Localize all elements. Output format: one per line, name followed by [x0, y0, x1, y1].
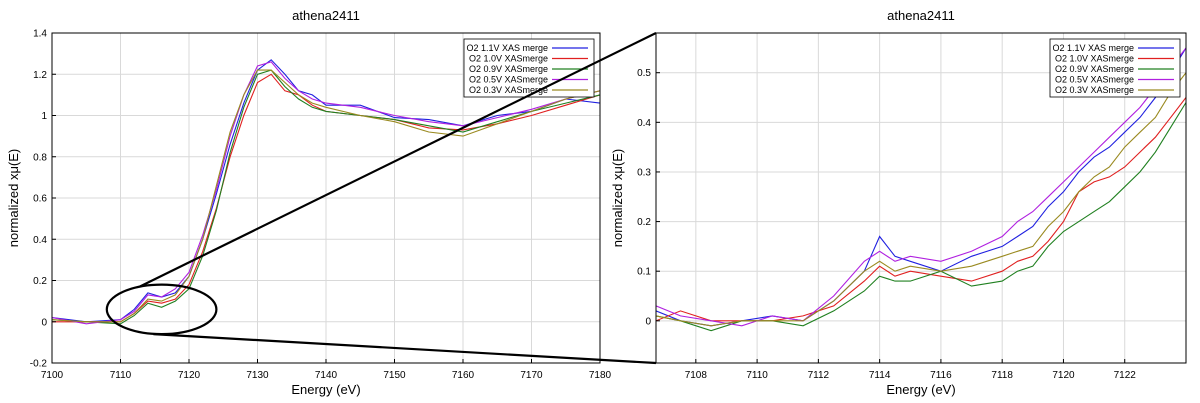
legend-box [1049, 38, 1181, 98]
zoom-connector-top [139, 32, 657, 288]
x-tick-label: 7114 [869, 370, 891, 381]
zoom-connector-bottom [153, 333, 657, 365]
y-tick-label: 0.1 [637, 267, 651, 278]
legend-label: O2 1.1V XAS merge [466, 43, 548, 53]
series-line-3 [656, 47, 1186, 327]
x-tick-label: 7160 [452, 370, 475, 381]
series-line-3 [52, 61, 600, 325]
y-tick-label: 0.2 [33, 276, 47, 287]
x-tick-label: 7118 [991, 370, 1013, 381]
y-tick-label: 1 [41, 111, 47, 122]
legend-label: O2 1.0V XASmerge [469, 54, 548, 64]
x-tick-label: 7122 [1114, 370, 1137, 381]
series-line-1 [656, 97, 1186, 322]
y-tick-label: -0.2 [30, 359, 48, 370]
series-group [52, 59, 600, 325]
legend-label: O2 1.1V XAS merge [1052, 43, 1134, 53]
y-axis-label: normalized xμ(E) [6, 149, 21, 248]
y-tick-label: 0.4 [637, 118, 651, 129]
series-line-4 [52, 69, 600, 323]
y-tick-label: 0.2 [637, 217, 651, 228]
x-tick-label: 7120 [178, 370, 201, 381]
y-tick-label: 1.4 [33, 29, 47, 40]
chart-title: athena2411 [887, 8, 955, 23]
y-tick-label: 0.4 [33, 235, 47, 246]
x-tick-label: 7150 [383, 370, 406, 381]
legend-box [463, 38, 595, 98]
legend-label: O2 0.3V XASmerge [1055, 85, 1134, 95]
legend-label: O2 0.9V XASmerge [469, 64, 548, 74]
x-tick-label: 7110 [110, 370, 132, 381]
x-axis-label: Energy (eV) [291, 382, 360, 397]
x-tick-label: 7116 [930, 370, 952, 381]
x-axis-label: Energy (eV) [886, 382, 955, 397]
x-tick-label: 7140 [315, 370, 338, 381]
y-tick-label: 0.5 [637, 68, 651, 79]
right-chart: 7108 7110 7112 7114 7116 7118 7120 7122 0 0.1 0.2 0… [610, 8, 1187, 397]
plot-frame [655, 32, 1187, 364]
legend-label: O2 0.9V XASmerge [1055, 64, 1134, 74]
y-tick-label: 0 [41, 317, 47, 328]
x-tick-label: 7120 [1052, 370, 1075, 381]
series-line-2 [656, 102, 1186, 332]
x-tick-label: 7130 [246, 370, 269, 381]
y-tick-label: 0.6 [33, 194, 47, 205]
legend-label: O2 0.5V XASmerge [1055, 75, 1134, 85]
legend-label: O2 1.0V XASmerge [1055, 54, 1134, 64]
y-tick-label: 0 [645, 316, 651, 327]
left-chart: 7100 7110 7120 7130 7140 7150 7160 7170 7180 -0.2… [6, 8, 612, 397]
y-tick-label: 0.3 [637, 167, 651, 178]
x-tick-label: 7108 [685, 370, 708, 381]
y-tick-label: 1.2 [33, 70, 47, 81]
y-axis-label: normalized xμ(E) [610, 149, 625, 248]
x-tick-label: 7100 [41, 370, 64, 381]
legend-label: O2 0.5V XASmerge [469, 75, 548, 85]
x-tick-label: 7110 [746, 370, 768, 381]
x-tick-label: 7180 [589, 370, 612, 381]
zoom-ellipse [105, 283, 218, 336]
series-group [656, 47, 1186, 332]
x-tick-label: 7112 [808, 370, 830, 381]
legend-label: O2 0.3V XASmerge [469, 85, 548, 95]
series-line-4 [656, 72, 1186, 327]
x-tick-label: 7170 [520, 370, 543, 381]
chart-title: athena2411 [292, 8, 360, 23]
y-tick-label: 0.8 [33, 152, 47, 163]
zoom-callout [105, 32, 657, 365]
